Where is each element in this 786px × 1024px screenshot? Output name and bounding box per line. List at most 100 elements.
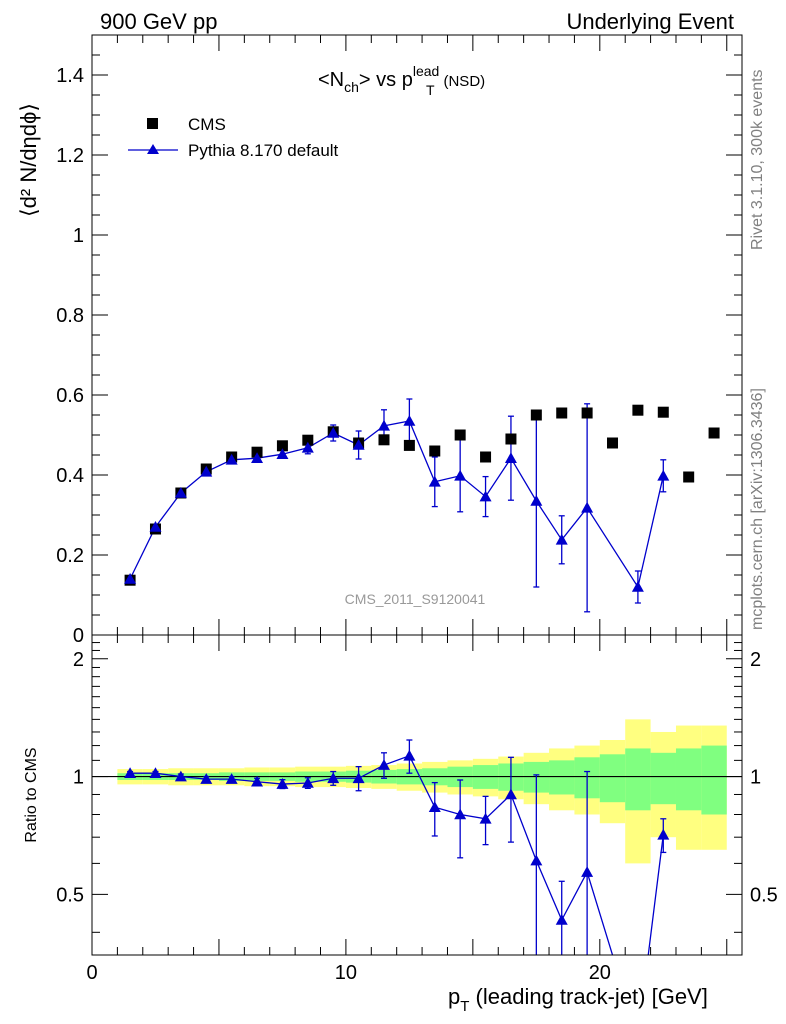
main-ytick-label: 0.6 (56, 385, 84, 407)
mc-point (454, 469, 467, 481)
ratio-point (403, 749, 416, 761)
mc-point (657, 469, 670, 481)
ratio-ytick-label: 2 (73, 649, 84, 671)
legend-cms-label: CMS (188, 115, 226, 134)
legend-pythia-marker (147, 144, 159, 154)
ratio-band-stat (625, 748, 651, 811)
mc-point (631, 581, 644, 592)
cms-point (607, 437, 619, 449)
xtick-label: 0 (86, 962, 97, 984)
mc-point (276, 448, 289, 459)
ylabel-ratio: Ratio to CMS (23, 747, 40, 842)
cms-point (632, 404, 644, 416)
mc-point (225, 453, 238, 465)
mc-point (200, 465, 213, 477)
main-ytick-label: 1.4 (56, 65, 84, 87)
header-left: 900 GeV pp (100, 9, 217, 34)
cms-point (403, 439, 415, 451)
legend: CMS Pythia 8.170 default (128, 115, 339, 160)
cms-point (378, 434, 390, 446)
main-data-layer (124, 398, 720, 613)
ratio-point (428, 801, 441, 813)
xlabel-rest: (leading track-jet) [GeV] (469, 984, 707, 1009)
ratio-point (124, 767, 137, 779)
plot-title: <Nch> vs plead (NSD) (318, 63, 485, 95)
ratio-band-stat (549, 760, 575, 795)
title-sup-lead: lead (413, 63, 439, 79)
main-ytick-label: 0 (73, 625, 84, 647)
xtick-label: 20 (589, 962, 611, 984)
ratio-ticks: 0.5 0.51 12 20 10 20 (56, 635, 778, 984)
mc-point (377, 419, 390, 431)
mc-point (352, 439, 365, 450)
xlabel-sub-t: T (460, 998, 469, 1015)
title-part-b: > vs p (359, 69, 413, 91)
title-part-a: <N (318, 69, 344, 91)
mc-point (581, 501, 594, 513)
ratio-ytick-label: 1 (73, 767, 84, 789)
cms-point (505, 433, 517, 445)
header-right: Underlying Event (566, 9, 734, 34)
cms-point (276, 440, 288, 452)
cms-point (480, 451, 492, 463)
ratio-point (225, 773, 238, 784)
xlabel: pT (leading track-jet) [GeV] (448, 984, 708, 1015)
main-ytick-label: 1 (73, 225, 84, 247)
mc-point (479, 490, 492, 502)
mc-point (504, 452, 517, 463)
main-ytick-label: 1.2 (56, 145, 84, 167)
cms-point (302, 434, 314, 446)
xlabel-p: p (448, 984, 460, 1009)
mc-point (149, 521, 162, 532)
mc-point (327, 427, 340, 438)
ratio-point (377, 759, 390, 770)
main-ytick-label: 0.8 (56, 305, 84, 327)
ratio-point (301, 776, 314, 788)
xtick-label: 10 (335, 962, 357, 984)
rivet-label: Rivet 3.1.10, 300k events (749, 69, 766, 250)
cms-point (581, 407, 593, 419)
mc-point (428, 475, 441, 487)
ratio-point (555, 914, 568, 925)
main-ytick-label: 0.2 (56, 545, 84, 567)
ratio-point (200, 773, 213, 784)
title-sub-ch: ch (344, 79, 359, 95)
cms-point (454, 429, 466, 441)
mc-point (555, 533, 568, 545)
ratio-data-layer (92, 739, 742, 955)
ratio-point (530, 854, 543, 866)
ylabel-main: ⟨d² N/dηdϕ⟩ (16, 103, 41, 217)
ratio-point (352, 772, 365, 784)
cms-point (708, 427, 720, 439)
ratio-panel: 0.5 0.51 12 20 10 20 (56, 634, 778, 984)
ratio-point (581, 866, 594, 877)
ratio-band-stat (650, 752, 676, 805)
ratio-point (327, 772, 340, 784)
ratio-point (149, 767, 162, 779)
mc-point (251, 452, 264, 463)
legend-cms-marker (147, 118, 158, 129)
cms-point (556, 407, 568, 419)
main-panel: 0 0.2 0.4 0.6 0.8 1 1.2 1.4 (56, 34, 743, 647)
ratio-ytick-label-right: 2 (750, 649, 761, 671)
mc-point (403, 415, 416, 426)
ratio-band-stat (675, 748, 702, 811)
mc-point (124, 573, 137, 584)
mcplots-label: mcplots.cern.ch [arXiv:1306.3436] (749, 388, 766, 630)
ratio-ytick-label-right: 1 (750, 767, 761, 789)
cms-point (657, 406, 669, 418)
ratio-point (276, 778, 289, 789)
ratio-point (251, 775, 264, 787)
mc-line (129, 420, 664, 589)
analysis-watermark: CMS_2011_S9120041 (345, 591, 486, 607)
mc-point (530, 495, 543, 506)
title-sub-t: T (426, 82, 435, 98)
ratio-band-stat (599, 754, 626, 803)
ratio-point (454, 808, 467, 820)
ratio-point (479, 812, 492, 824)
mc-point (174, 487, 187, 498)
main-ytick-label: 0.4 (56, 465, 84, 487)
ratio-bands-layer (117, 719, 727, 864)
mc-point (301, 441, 314, 453)
